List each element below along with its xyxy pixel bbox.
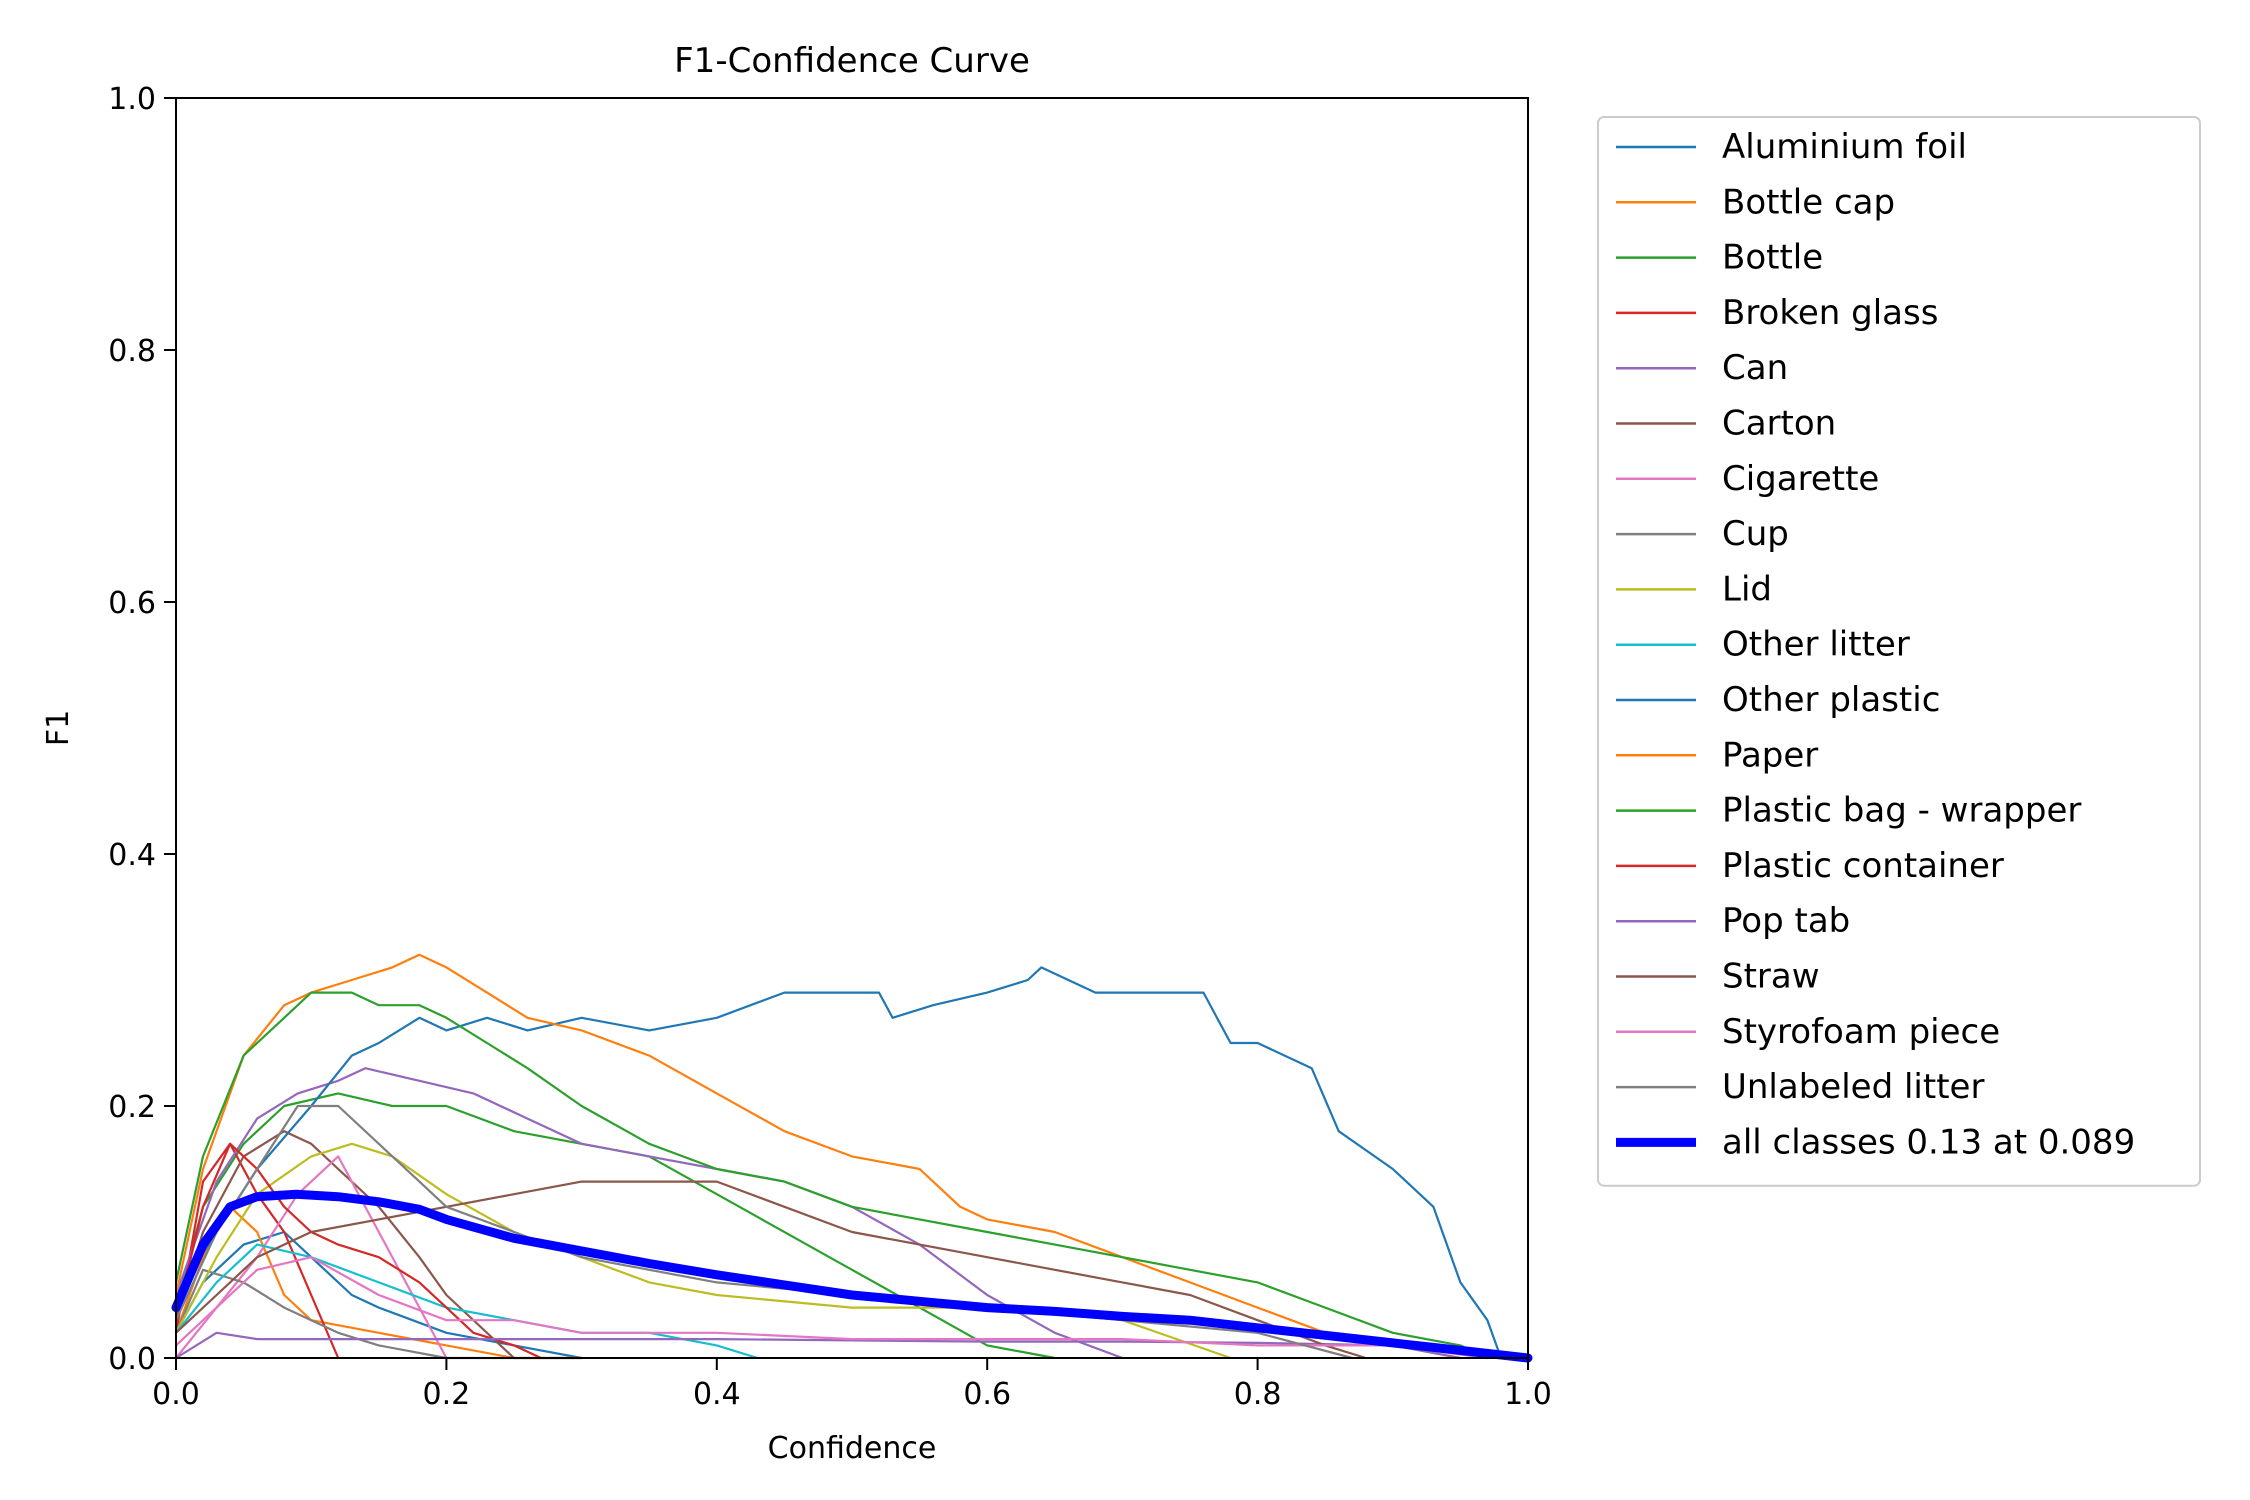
series-line-15 [174, 1180, 1367, 1360]
y-tick-label: 0.2 [108, 1090, 156, 1125]
y-tick-label: 0.4 [108, 838, 156, 873]
y-tick-label: 0.8 [108, 334, 156, 369]
series-line-9 [174, 1243, 759, 1360]
series-line-5 [174, 1130, 516, 1360]
legend-label-8: Lid [1722, 569, 1772, 609]
legend: Aluminium foil Bottle cap Bottle Broken gla… [1597, 116, 2201, 1187]
y-axis-label: F1 [41, 710, 76, 746]
legend-label-10: Other plastic [1722, 680, 1940, 720]
x-tick-label: 0.0 [152, 1377, 200, 1412]
series-line-12 [174, 991, 1489, 1360]
legend-label-17: Unlabeled litter [1722, 1067, 1984, 1107]
y-tick-label: 1.0 [108, 82, 156, 117]
legend-label-0: Aluminium foil [1722, 127, 1967, 167]
series-lines [171, 953, 1533, 1363]
legend-label-3: Broken glass [1722, 293, 1938, 333]
series-line-8 [174, 1142, 1232, 1360]
x-axis-ticks: 0.0 0.2 0.4 0.6 0.8 1.0 [152, 1358, 1552, 1412]
plot-frame [175, 97, 1529, 1359]
y-tick-label: 0.0 [108, 1342, 156, 1377]
x-tick-label: 1.0 [1504, 1377, 1552, 1412]
series-line-16 [174, 1256, 1489, 1360]
x-tick-label: 0.4 [693, 1377, 741, 1412]
legend-label-5: Carton [1722, 404, 1836, 444]
legend-label-13: Plastic container [1722, 846, 2004, 886]
series-line-13 [174, 1142, 543, 1360]
series-line-4 [174, 1067, 1124, 1360]
series-line-11 [174, 953, 1462, 1360]
x-tick-label: 0.8 [1234, 1377, 1282, 1412]
legend-label-12: Plastic bag - wrapper [1722, 791, 2081, 831]
series-line-10 [174, 966, 1503, 1360]
series-line-14 [174, 1331, 1462, 1360]
legend-label-14: Pop tab [1722, 901, 1850, 941]
legend-label-9: Other litter [1722, 625, 1910, 665]
x-tick-label: 0.6 [963, 1377, 1011, 1412]
legend-label-4: Can [1722, 348, 1788, 388]
legend-label-11: Paper [1722, 735, 1818, 775]
chart-title: F1-Confidence Curve [674, 41, 1030, 81]
legend-label-7: Cup [1722, 514, 1789, 554]
x-tick-label: 0.2 [423, 1377, 471, 1412]
legend-label-15: Straw [1722, 957, 1820, 997]
legend-label-1: Bottle cap [1722, 182, 1895, 222]
legend-label-18: all classes 0.13 at 0.089 [1722, 1122, 2135, 1162]
y-axis-ticks: 0.0 0.2 0.4 0.6 0.8 1.0 [108, 82, 176, 1377]
series-line-18 [171, 1189, 1533, 1363]
x-axis-label: Confidence [768, 1431, 937, 1466]
legend-box [1597, 116, 2201, 1187]
legend-label-6: Cigarette [1722, 459, 1879, 499]
legend-label-2: Bottle [1722, 238, 1823, 278]
y-tick-label: 0.6 [108, 586, 156, 621]
legend-label-16: Styrofoam piece [1722, 1012, 2000, 1052]
